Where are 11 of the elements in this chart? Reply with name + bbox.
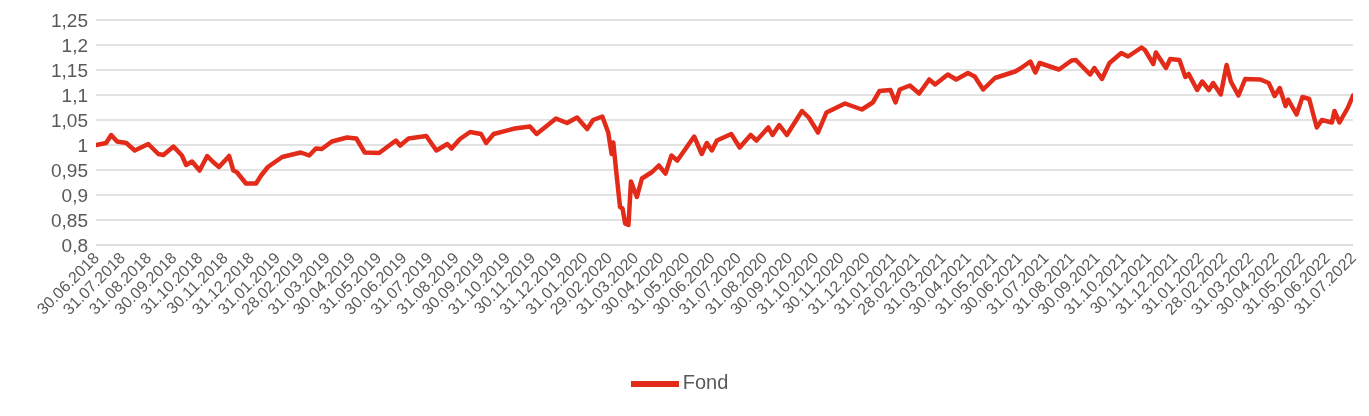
y-tick-label: 1,15 <box>51 59 88 81</box>
y-tick-label: 1,05 <box>51 109 88 131</box>
y-tick-label: 1,1 <box>61 84 88 106</box>
y-tick-label: 1,2 <box>61 34 88 56</box>
y-tick-label: 1,25 <box>51 9 88 31</box>
y-tick-label: 0,95 <box>51 159 88 181</box>
y-tick-label: 0,9 <box>61 184 88 206</box>
line-series <box>96 45 1353 228</box>
y-tick-label: 0,85 <box>51 209 88 231</box>
y-tick-label: 1 <box>77 134 88 156</box>
legend-label: Fond <box>682 371 729 394</box>
